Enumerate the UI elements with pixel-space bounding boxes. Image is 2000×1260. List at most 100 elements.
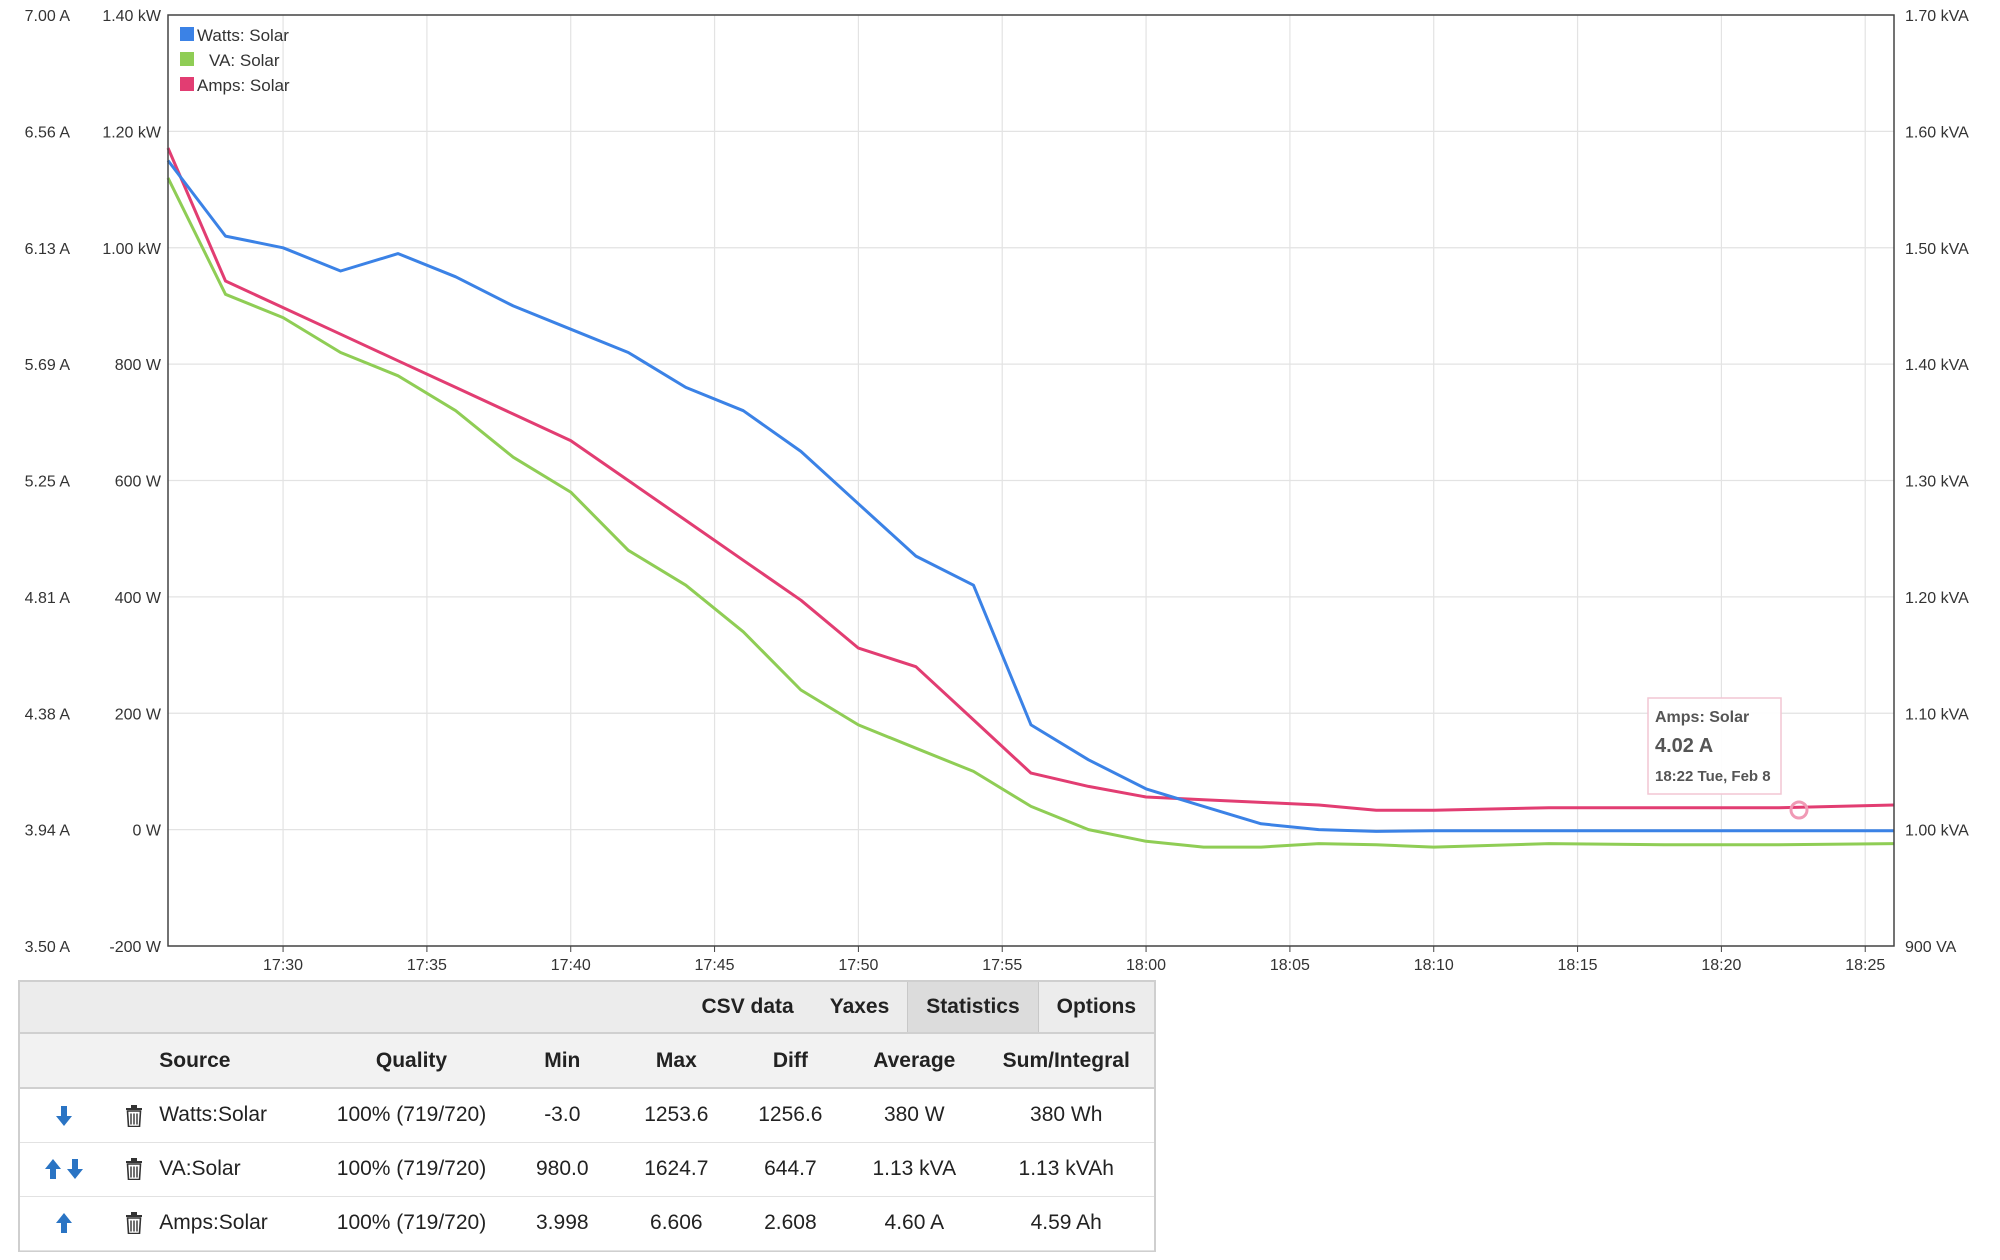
- y-tick-watts: 200 W: [115, 706, 162, 723]
- y-tick-amps: 4.81 A: [25, 590, 71, 607]
- y-tick-watts: 1.00 kW: [102, 241, 162, 258]
- row-source: VA:Solar: [159, 1157, 241, 1180]
- row-max: 1624.7: [644, 1157, 709, 1180]
- x-axis: 17:30 17:35 17:40 17:45 17:50 17:55 18:00 18:05…: [263, 946, 1885, 974]
- x-tick-label: 17:40: [551, 957, 591, 974]
- arrow-down-icon[interactable]: [66, 1159, 83, 1180]
- col-header-diff: Diff: [772, 1048, 808, 1072]
- y-tick-amps: 6.56 A: [25, 124, 71, 141]
- chart[interactable]: 7.00 A 6.56 A 6.13 A 5.69 A 5.25 A 4.81 A 4.38…: [0, 0, 2000, 980]
- x-tick-label: 18:10: [1414, 957, 1454, 974]
- legend-swatch-va[interactable]: [180, 52, 194, 66]
- legend-label-va[interactable]: VA: Solar: [209, 51, 280, 70]
- tab-yaxes[interactable]: Yaxes: [829, 995, 890, 1018]
- arrow-up-icon[interactable]: [44, 1159, 61, 1180]
- x-tick-label: 18:05: [1270, 957, 1310, 974]
- arrow-down-icon[interactable]: [55, 1105, 72, 1126]
- y-tick-va: 900 VA: [1905, 939, 1957, 956]
- row-min: 3.998: [536, 1211, 589, 1234]
- tooltip: Amps: Solar 4.02 A 18:22 Tue, Feb 8: [1647, 697, 1782, 795]
- y-tick-va: 1.30 kVA: [1905, 474, 1969, 491]
- y-tick-amps: 7.00 A: [25, 8, 71, 25]
- y-tick-amps: 5.25 A: [25, 474, 71, 491]
- row-average: 1.13 kVA: [872, 1157, 957, 1180]
- table-row: Watts:Solar 100% (719/720) -3.0 1253.6 1…: [20, 1088, 1154, 1142]
- x-tick-label: 18:15: [1558, 957, 1598, 974]
- tab-options[interactable]: Options: [1056, 995, 1136, 1018]
- row-quality: 100% (719/720): [336, 1211, 487, 1234]
- y-tick-amps: 5.69 A: [25, 357, 71, 374]
- y-tick-watts: 1.40 kW: [102, 8, 162, 25]
- row-min: 980.0: [536, 1157, 589, 1180]
- y-tick-va: 1.70 kVA: [1905, 8, 1969, 25]
- statistics-panel: CSV data Yaxes Statistics Options Source…: [18, 980, 1156, 1252]
- table-header-row: Source Quality Min Max Diff Average Sum/…: [20, 1034, 1154, 1088]
- x-tick-label: 18:20: [1701, 957, 1741, 974]
- y-tick-va: 1.50 kVA: [1905, 241, 1969, 258]
- series-line-va[interactable]: [166, 177, 1895, 849]
- row-sum: 1.13 kVAh: [1018, 1157, 1114, 1180]
- series-line-amps[interactable]: [166, 147, 1895, 812]
- move-axis-control[interactable]: [20, 1196, 108, 1250]
- y-tick-va: 1.10 kVA: [1905, 706, 1969, 723]
- y-axis-watts: 1.40 kW 1.20 kW 1.00 kW 800 W 600 W 400 W 200 …: [102, 8, 162, 956]
- legend-swatch-amps[interactable]: [180, 77, 194, 91]
- table-row: VA:Solar 100% (719/720) 980.0 1624.7 644…: [20, 1142, 1154, 1196]
- y-tick-amps: 3.50 A: [25, 939, 71, 956]
- series-line-watts[interactable]: [166, 159, 1894, 833]
- y-axis-va: 1.70 kVA 1.60 kVA 1.50 kVA 1.40 kVA 1.30 kVA…: [1905, 8, 1969, 956]
- row-max: 1253.6: [644, 1103, 709, 1127]
- x-tick-label: 18:00: [1126, 957, 1166, 974]
- col-header-max: Max: [655, 1048, 697, 1072]
- col-header-quality: Quality: [375, 1048, 448, 1072]
- row-source: Watts:Solar: [159, 1103, 268, 1127]
- trash-icon[interactable]: [125, 1158, 143, 1181]
- x-tick-label: 17:55: [982, 957, 1022, 974]
- arrow-up-icon[interactable]: [55, 1213, 72, 1234]
- x-tick-label: 17:50: [838, 957, 878, 974]
- trash-icon[interactable]: [125, 1212, 143, 1235]
- y-axis-amps: 7.00 A 6.56 A 6.13 A 5.69 A 5.25 A 4.81 A 4.38…: [25, 8, 71, 956]
- y-tick-va: 1.00 kVA: [1905, 823, 1969, 840]
- tooltip-value: 4.02 A: [1655, 735, 1713, 757]
- row-min: -3.0: [544, 1103, 581, 1127]
- legend[interactable]: Watts: Solar VA: Solar Amps: Solar: [180, 26, 290, 95]
- move-axis-control[interactable]: [20, 1088, 108, 1142]
- row-diff: 644.7: [764, 1157, 817, 1180]
- trash-icon[interactable]: [125, 1104, 143, 1128]
- tooltip-series: Amps: Solar: [1655, 709, 1749, 726]
- tab-csv-data[interactable]: CSV data: [701, 995, 794, 1018]
- y-tick-watts: 600 W: [115, 474, 162, 491]
- row-quality: 100% (719/720): [336, 1103, 487, 1127]
- panel-tabs: CSV data Yaxes Statistics Options: [20, 982, 1154, 1034]
- col-header-sum: Sum/Integral: [1002, 1048, 1130, 1072]
- y-tick-amps: 3.94 A: [25, 823, 71, 840]
- legend-label-amps[interactable]: Amps: Solar: [197, 76, 290, 95]
- row-average: 4.60 A: [884, 1211, 945, 1234]
- col-header-min: Min: [544, 1048, 581, 1072]
- row-sum: 4.59 Ah: [1030, 1211, 1102, 1234]
- y-tick-va: 1.60 kVA: [1905, 124, 1969, 141]
- table-row: Amps:Solar 100% (719/720) 3.998 6.606 2.…: [20, 1196, 1154, 1250]
- series-lines[interactable]: [166, 147, 1895, 849]
- row-average: 380 W: [883, 1103, 945, 1127]
- x-tick-label: 17:35: [407, 957, 447, 974]
- x-tick-label: 17:30: [263, 957, 303, 974]
- y-tick-amps: 6.13 A: [25, 241, 71, 258]
- y-tick-watts: 400 W: [115, 590, 162, 607]
- y-tick-watts: 800 W: [115, 357, 162, 374]
- legend-label-watts[interactable]: Watts: Solar: [197, 26, 289, 45]
- row-max: 6.606: [650, 1211, 703, 1234]
- y-tick-watts: -200 W: [109, 939, 161, 956]
- row-quality: 100% (719/720): [336, 1157, 487, 1180]
- legend-swatch-watts[interactable]: [180, 27, 194, 41]
- x-tick-label: 18:25: [1845, 957, 1885, 974]
- chart-grid: [168, 14, 1894, 947]
- row-sum: 380 Wh: [1030, 1103, 1103, 1127]
- y-tick-amps: 4.38 A: [25, 706, 71, 723]
- tab-statistics[interactable]: Statistics: [907, 982, 1039, 1032]
- y-tick-va: 1.40 kVA: [1905, 357, 1969, 374]
- row-source: Amps:Solar: [159, 1211, 268, 1234]
- col-header-average: Average: [873, 1048, 956, 1072]
- move-axis-control[interactable]: [20, 1142, 108, 1196]
